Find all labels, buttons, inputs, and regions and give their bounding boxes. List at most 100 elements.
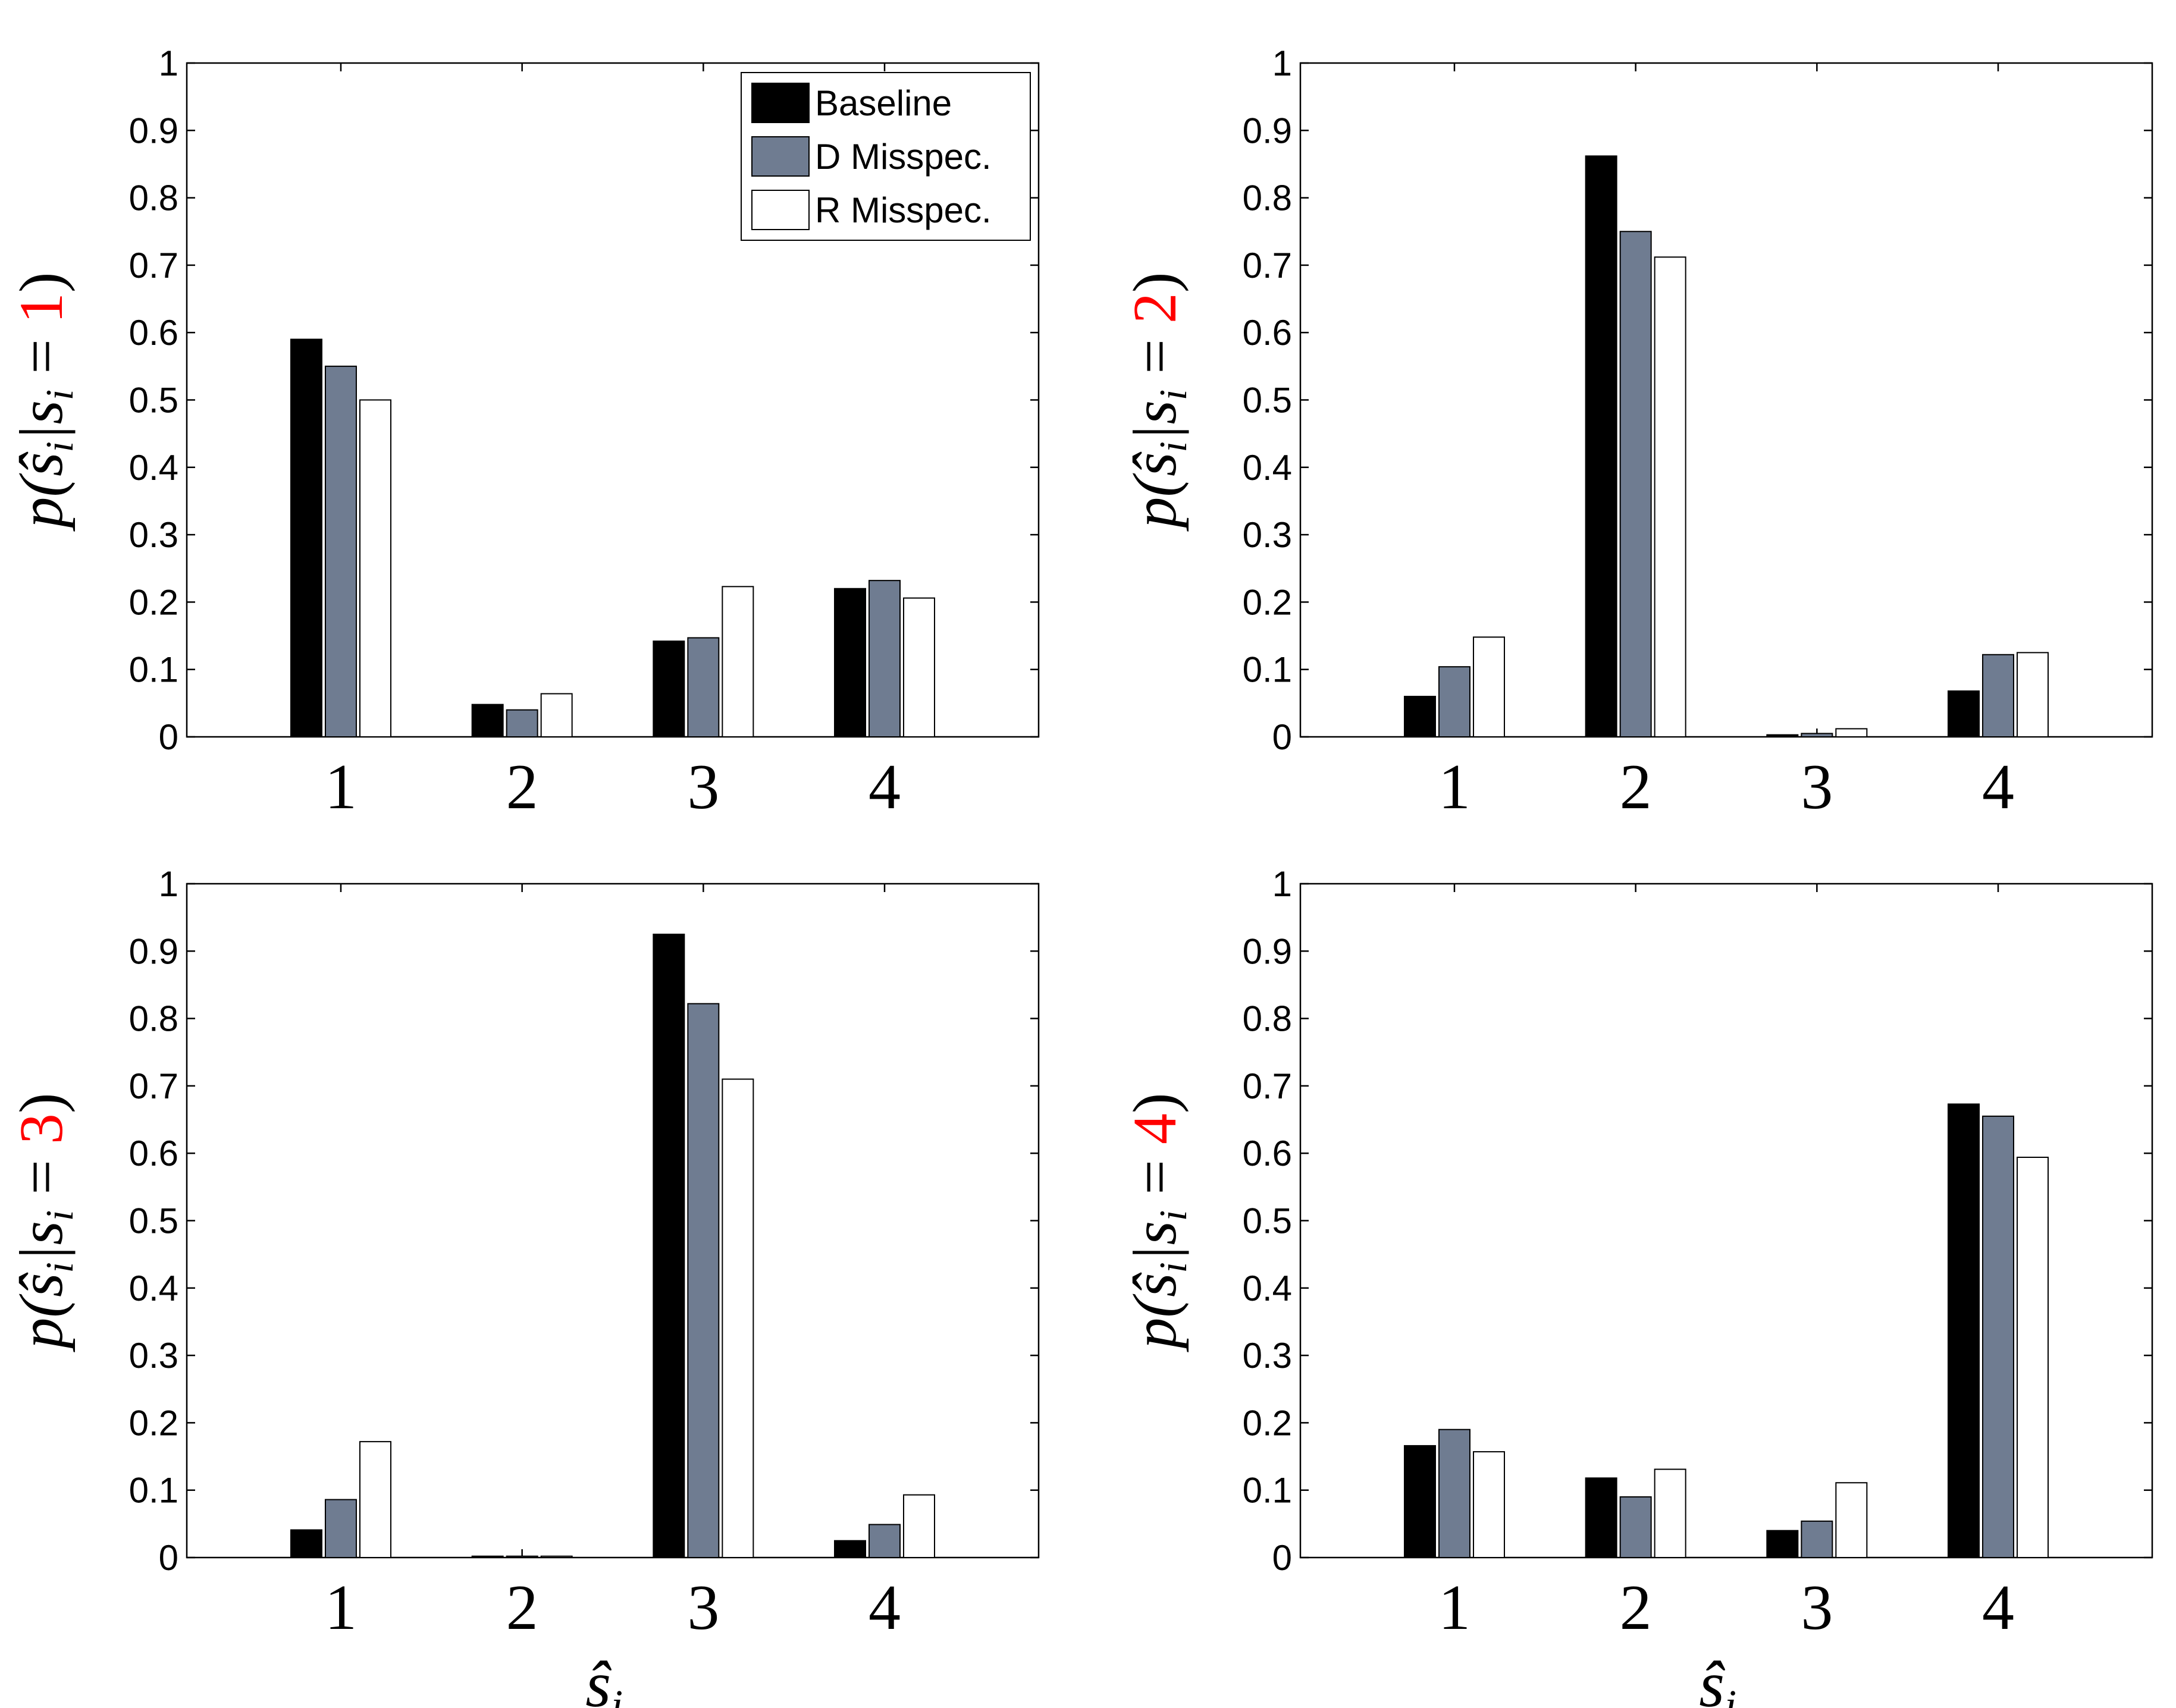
y-tick-label: 0.5 [129,381,178,420]
bar-r-misspec-cat-4 [2017,1156,2049,1559]
bar-d-misspec-cat-2 [506,709,538,738]
y-axis-label-part: p(ŝ [1121,1272,1189,1353]
x-tick-label: 3 [687,1572,719,1643]
bar-baseline-cat-4 [834,588,867,737]
y-axis-label: p(ŝi|si = 4) [1121,1092,1195,1352]
y-axis-label-state-value: 4 [1121,1113,1189,1144]
y-axis-label-part: ) [1121,1092,1189,1113]
bar-r-misspec-cat-4 [903,597,936,737]
bar-baseline-cat-3 [653,640,685,738]
y-axis-label-part: = [1121,1144,1189,1210]
bar-d-misspec-cat-2 [1619,1496,1652,1559]
x-tick-label: 3 [687,752,719,822]
y-tick-label: 0.3 [1243,1336,1292,1376]
y-tick-label: 0.8 [1243,178,1292,218]
y-tick-label: 1 [1272,43,1292,83]
y-axis-label-part: |s [1121,1221,1189,1262]
y-axis-label-part: i [1152,1210,1195,1221]
y-tick-label: 0.1 [1243,1471,1292,1511]
x-tick-label: 4 [868,752,901,822]
x-tick-label: 2 [506,1572,538,1643]
y-axis-label-part: ) [1121,272,1189,293]
y-tick-label: 0.2 [129,582,178,622]
bar-d-misspec-cat-2 [1619,231,1652,737]
bar-baseline-cat-4 [1948,690,1980,738]
x-tick-label: 2 [1620,752,1652,822]
bar-d-misspec-cat-1 [324,365,357,737]
x-tick-label: 1 [1438,1572,1470,1643]
y-tick-label: 0.7 [129,246,178,285]
bar-baseline-cat-2 [1585,155,1617,737]
y-axis-label-part: p(ŝ [7,1272,76,1353]
x-axis-label: ŝi [585,1648,623,1708]
y-tick-label: 0.7 [129,1066,178,1106]
chart-panel-3: 00.10.20.30.40.50.60.70.80.911 2 3 4p(ŝi|si… [7,864,1040,1708]
x-tick-label: 1 [1438,752,1470,822]
legend-label: R Misspec. [815,190,992,230]
legend-swatch [751,83,810,123]
y-axis-label-state-value: 2 [1121,293,1189,324]
y-axis-label-part: p(ŝ [1121,451,1189,532]
y-tick-label: 0.6 [129,1134,178,1173]
legend-swatch [751,136,810,177]
y-tick-label: 0.9 [1243,111,1292,150]
y-tick-label: 0.8 [1243,999,1292,1039]
bar-r-misspec-cat-3 [1835,728,1868,738]
y-axis-label-part: i [38,441,81,452]
y-tick-label: 0.8 [129,178,178,218]
y-tick-label: 0 [159,1538,178,1578]
y-axis-label: p(ŝi|si = 3) [7,1092,81,1352]
x-axis-label-symbol: ŝ [1699,1648,1725,1708]
bar-r-misspec-cat-1 [359,1441,391,1559]
y-tick-label: 0.8 [129,999,178,1039]
x-axis-label-symbol: ŝ [585,1648,612,1708]
bar-r-misspec-cat-1 [359,399,391,737]
bar-d-misspec-cat-3 [1801,1520,1833,1559]
x-axis-label: ŝi [1699,1648,1736,1708]
y-tick-label: 0.5 [1243,1201,1292,1241]
y-tick-label: 0.9 [129,931,178,971]
y-tick-label: 0.1 [1243,650,1292,690]
y-tick-label: 0.7 [1243,1066,1292,1106]
bar-r-misspec-cat-3 [1835,1482,1868,1559]
bar-r-misspec-cat-3 [722,586,754,737]
y-tick-label: 0.6 [129,313,178,353]
legend-swatch [751,190,810,230]
y-axis-label-part: = [7,324,76,390]
bar-baseline-cat-2 [1585,1477,1617,1558]
y-tick-label: 0.3 [129,1336,178,1376]
x-tick-label: 3 [1801,752,1833,822]
y-tick-label: 0.6 [1243,313,1292,353]
bar-d-misspec-cat-3 [1801,733,1833,737]
y-axis-label-part: |s [1121,400,1189,441]
bar-baseline-cat-3 [1766,734,1799,737]
y-tick-label: 1 [159,43,178,83]
chart-panel-1: 00.10.20.30.40.50.60.70.80.911 2 3 4p(ŝi|si… [7,43,1040,822]
bar-d-misspec-cat-4 [1982,654,2015,738]
y-tick-label: 0.2 [129,1403,178,1443]
y-tick-label: 0.9 [1243,931,1292,971]
bar-baseline-cat-1 [290,1529,322,1559]
bar-r-misspec-cat-4 [903,1494,936,1559]
y-axis-label-part: |s [7,400,76,441]
y-tick-label: 0 [1272,717,1292,757]
bar-r-misspec-cat-2 [540,1555,573,1558]
y-tick-label: 0.2 [1243,1403,1292,1443]
y-tick-label: 0.7 [1243,246,1292,285]
bar-baseline-cat-1 [1403,1445,1436,1559]
bar-d-misspec-cat-4 [868,1524,901,1558]
bar-r-misspec-cat-2 [1654,1468,1686,1558]
y-tick-label: 0.3 [1243,515,1292,555]
bar-baseline-cat-3 [1766,1530,1799,1558]
x-axis-label-subscript: i [611,1681,623,1708]
chart-panel-4: 00.10.20.30.40.50.60.70.80.911 2 3 4p(ŝi|si… [1121,864,2153,1708]
y-tick-label: 0 [159,717,178,757]
y-axis-label-part: i [1152,1262,1195,1273]
bar-d-misspec-cat-2 [506,1555,538,1558]
y-axis-label-part: i [1152,441,1195,452]
bar-r-misspec-cat-1 [1472,1451,1505,1558]
x-tick-label: 3 [1801,1572,1833,1643]
x-tick-label: 2 [1620,1572,1652,1643]
y-tick-label: 1 [159,864,178,904]
